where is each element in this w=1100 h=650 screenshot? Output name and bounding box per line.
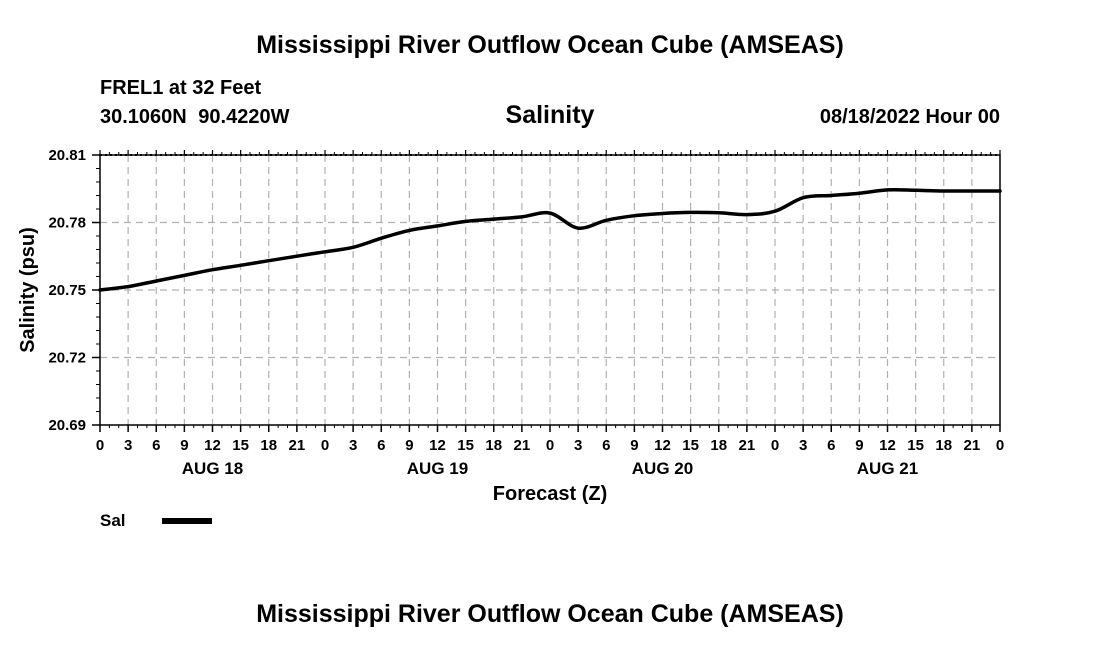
x-tick-label: 9 (405, 437, 413, 454)
series-line-sal (98, 187, 1002, 292)
x-tick-label: 18 (260, 437, 277, 454)
x-tick-label: 9 (630, 437, 638, 454)
x-tick-label: 12 (429, 437, 446, 454)
x-tick-label: 18 (710, 437, 727, 454)
x-tick-label: 12 (879, 437, 896, 454)
x-tick-label: 0 (546, 437, 554, 454)
y-axis-label: Salinity (psu) (17, 227, 39, 353)
x-tick-label: 0 (96, 437, 104, 454)
x-tick-label: 15 (682, 437, 699, 454)
legend-label-sal: Sal (100, 511, 126, 530)
x-tick-label: 21 (739, 437, 756, 454)
x-tick-label: 0 (321, 437, 329, 454)
chart-title: Salinity (505, 101, 595, 129)
x-tick-label: 18 (935, 437, 952, 454)
x-tick-label: 6 (827, 437, 835, 454)
main-title: Mississippi River Outflow Ocean Cube (AM… (256, 31, 844, 59)
x-tick-label: 0 (996, 437, 1004, 454)
x-tick-label: 15 (457, 437, 474, 454)
station-label: FREL1 at 32 Feet (100, 77, 262, 99)
day-label: AUG 21 (857, 459, 918, 478)
x-tick-label: 6 (152, 437, 160, 454)
x-tick-label: 9 (180, 437, 188, 454)
x-tick-label: 12 (204, 437, 221, 454)
x-tick-label: 3 (349, 437, 357, 454)
y-tick-label: 20.75 (48, 282, 86, 299)
y-tick-label: 20.78 (48, 215, 86, 232)
x-tick-label: 9 (855, 437, 863, 454)
x-tick-label: 18 (485, 437, 502, 454)
x-tick-labels: 0 3 6 9 12 15 18 21 0 3 6 9 12 15 18 21 0 3 6 9 12 15 18 21 0 3 6 9… (96, 437, 1004, 454)
x-tick-label: 12 (654, 437, 671, 454)
axis-ticks (92, 150, 1001, 432)
x-tick-label: 15 (907, 437, 924, 454)
x-tick-label: 3 (799, 437, 807, 454)
x-tick-label: 21 (964, 437, 981, 454)
x-tick-label: 15 (232, 437, 249, 454)
y-tick-labels: 20.81 20.78 20.75 20.72 20.69 (48, 147, 86, 434)
y-tick-label: 20.81 (48, 147, 86, 164)
forecast-datetime: 08/18/2022 Hour 00 (819, 106, 1000, 128)
x-tick-label: 6 (602, 437, 610, 454)
day-labels: AUG 18 AUG 19 AUG 20 AUG 21 (182, 459, 918, 478)
x-tick-label: 21 (514, 437, 531, 454)
grid-lines (100, 155, 1000, 425)
x-tick-label: 3 (574, 437, 582, 454)
x-tick-label: 6 (377, 437, 385, 454)
x-tick-label: 3 (124, 437, 132, 454)
x-axis-label: Forecast (Z) (493, 483, 607, 505)
footer-title: Mississippi River Outflow Ocean Cube (AM… (256, 600, 844, 628)
coordinates-label: 30.1060N 90.4220W (100, 106, 290, 128)
y-tick-label: 20.69 (48, 417, 86, 434)
x-tick-label: 21 (289, 437, 306, 454)
day-label: AUG 18 (182, 459, 243, 478)
y-tick-label: 20.72 (48, 350, 86, 367)
day-label: AUG 20 (632, 459, 693, 478)
x-tick-label: 0 (771, 437, 779, 454)
day-label: AUG 19 (407, 459, 468, 478)
